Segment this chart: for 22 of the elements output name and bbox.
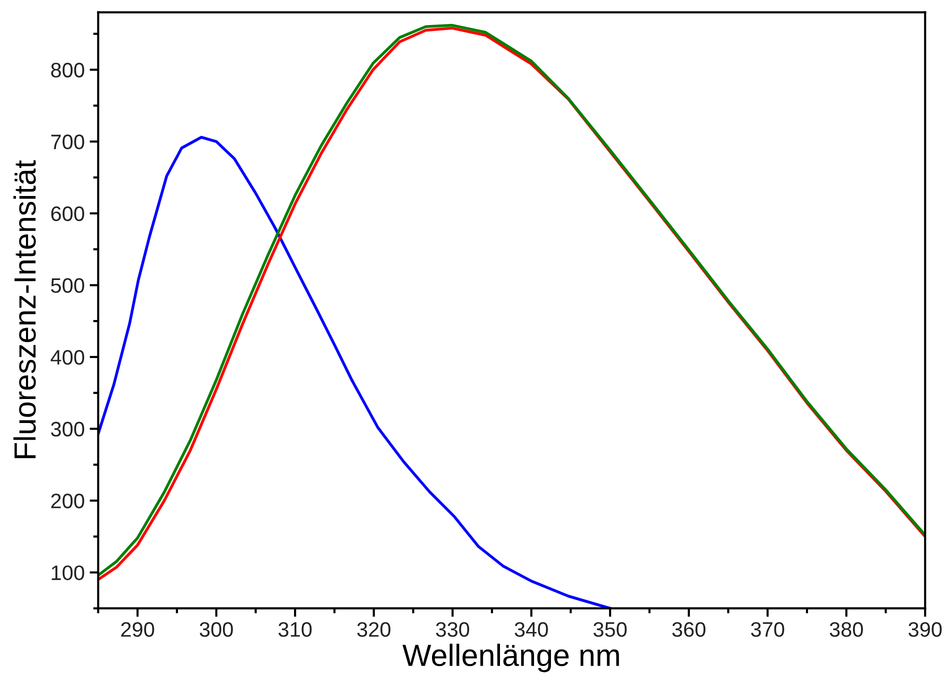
y-tick-label: 800 bbox=[51, 62, 84, 78]
y-tick-label: 700 bbox=[51, 134, 84, 150]
x-tick-label: 360 bbox=[672, 622, 706, 637]
line-series bbox=[98, 136, 612, 608]
x-tick-label: 320 bbox=[357, 622, 390, 637]
y-tick-label: 300 bbox=[51, 422, 84, 437]
x-tick-label: 350 bbox=[594, 622, 627, 637]
x-tick-label: 330 bbox=[436, 622, 470, 637]
x-axis-title: Wellenlänge nm bbox=[402, 644, 619, 672]
x-tick-label: 310 bbox=[278, 622, 312, 637]
x-tick-label: 340 bbox=[514, 622, 548, 637]
y-tick-label: 200 bbox=[51, 494, 84, 508]
y-tick-label: 400 bbox=[50, 350, 84, 365]
x-tick-label: 390 bbox=[908, 622, 942, 637]
y-tick-label: 500 bbox=[51, 278, 84, 293]
x-tick-label: 300 bbox=[200, 622, 233, 637]
x-tick-label: 370 bbox=[751, 622, 784, 637]
x-tick-label: 380 bbox=[830, 622, 863, 637]
x-tick-label: 290 bbox=[121, 622, 154, 637]
y-tick-label: 100 bbox=[52, 565, 84, 580]
y-tick-label: 600 bbox=[51, 206, 84, 222]
y-axis-title: Fluoreszenz-Intensität bbox=[13, 160, 36, 458]
